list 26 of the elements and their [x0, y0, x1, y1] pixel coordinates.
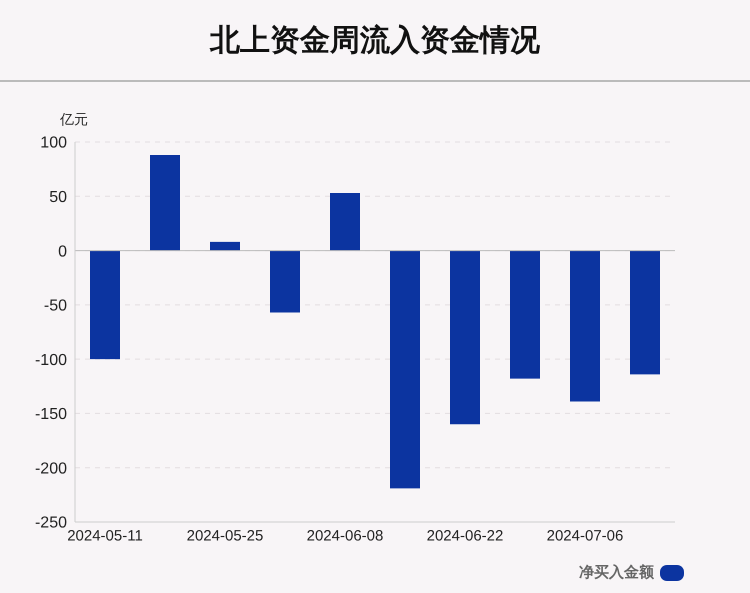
chart-title: 北上资金周流入资金情况 — [0, 0, 750, 82]
x-tick-label: 2024-06-08 — [306, 528, 384, 545]
x-tick-label: 2024-07-06 — [546, 528, 624, 545]
x-tick-label: 2024-05-25 — [186, 528, 264, 545]
y-tick-label: -200 — [34, 460, 68, 478]
bar — [330, 193, 360, 251]
y-tick-label: -100 — [34, 352, 68, 369]
y-tick-label: 0 — [58, 243, 68, 260]
bar — [390, 250, 420, 488]
bar — [510, 250, 540, 379]
x-tick-label: 2024-06-22 — [426, 528, 504, 545]
bar — [150, 155, 180, 251]
bar — [270, 250, 300, 312]
bar — [630, 250, 660, 374]
y-axis-title: 亿元 — [60, 111, 88, 129]
legend-label: 净买入金额 — [579, 563, 654, 582]
y-tick-label: -250 — [34, 514, 68, 532]
y-tick-label: -50 — [44, 298, 68, 315]
bar — [450, 250, 480, 424]
y-tick-label: 100 — [40, 134, 68, 152]
x-tick-label: 2024-05-11 — [67, 528, 143, 545]
bar — [90, 250, 120, 360]
y-tick-label: 50 — [49, 188, 68, 206]
bar — [570, 250, 600, 402]
bar — [210, 242, 240, 251]
y-tick-label: -150 — [34, 406, 68, 424]
